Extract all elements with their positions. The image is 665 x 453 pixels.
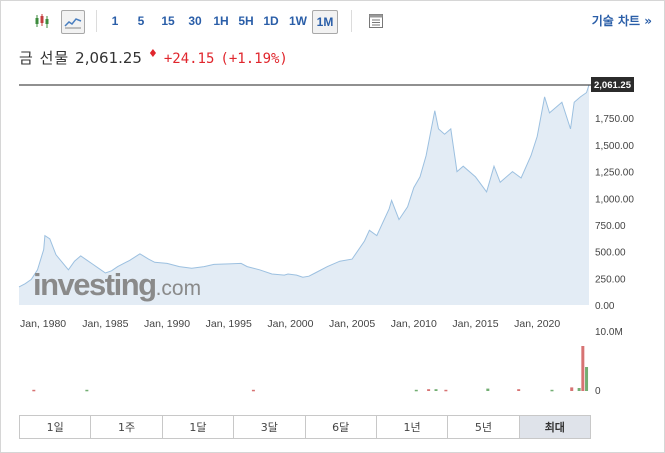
- volume-tick-label: 0: [595, 386, 601, 397]
- y-tick-label: 500.00: [595, 248, 626, 259]
- volume-bar: [434, 389, 438, 391]
- advanced-chart-link[interactable]: 기술 차트 »: [591, 14, 652, 28]
- price-area: [19, 85, 589, 305]
- y-tick-label: 250.00: [595, 274, 626, 285]
- x-tick-label: Jan, 2005: [329, 318, 375, 330]
- price-line: [18, 84, 590, 288]
- range-selector: 1일 1주 1달 3달 6달 1년 5년 최대: [19, 415, 591, 439]
- x-tick-label: Jan, 2010: [391, 318, 437, 330]
- interval-5h[interactable]: 5H: [238, 14, 254, 28]
- toolbar-divider: [96, 10, 97, 32]
- instrument-name: 금 선물: [19, 49, 70, 67]
- range-max[interactable]: 최대: [519, 416, 590, 438]
- price-change-percent: (+1.19%): [220, 51, 288, 67]
- range-1m[interactable]: 1달: [162, 416, 235, 438]
- price-change: +24.15: [163, 51, 215, 67]
- interval-30[interactable]: 30: [188, 14, 202, 28]
- volume-bar: [570, 387, 574, 391]
- y-tick-label: 750.00: [595, 221, 626, 232]
- range-6m[interactable]: 6달: [305, 416, 377, 438]
- quote-header: 금 선물 2,061.25 ♦ +24.15 (+1.19%): [19, 47, 288, 68]
- last-price-tag: [591, 77, 634, 92]
- price-chart: investing.com 2,061.25 1,750.00 1,500.00 1,…: [18, 77, 634, 397]
- area-chart-icon[interactable]: [61, 10, 85, 34]
- candlestick-icon[interactable]: [31, 10, 53, 32]
- y-tick-label: 1,750.00: [595, 114, 634, 125]
- range-3m[interactable]: 3달: [234, 416, 306, 438]
- x-tick-label: Jan, 1995: [206, 318, 252, 330]
- volume-bar: [85, 389, 89, 392]
- interval-1w[interactable]: 1W: [289, 14, 307, 28]
- volume-bar: [414, 389, 418, 392]
- last-price: 2,061.25: [75, 49, 142, 67]
- interval-1[interactable]: 1: [111, 14, 119, 28]
- x-tick-label: Jan, 2015: [452, 318, 498, 330]
- volume-bar: [577, 388, 581, 391]
- volume-bar: [251, 389, 255, 392]
- investing-logo: investing.com: [33, 267, 201, 302]
- y-tick-label: 0.00: [595, 301, 615, 312]
- volume-bar: [550, 389, 554, 392]
- range-1w[interactable]: 1주: [91, 416, 163, 438]
- volume-bar: [585, 367, 589, 391]
- volume-bar: [517, 389, 521, 391]
- volume-bar: [427, 389, 431, 391]
- interval-5[interactable]: 5: [137, 14, 145, 28]
- volume-bar: [444, 389, 448, 392]
- volume-bar: [581, 346, 585, 391]
- y-tick-label: 1,250.00: [595, 168, 634, 179]
- interval-1m[interactable]: 1M: [312, 10, 338, 34]
- y-tick-label: 1,000.00: [595, 194, 634, 205]
- toolbar-divider: [351, 10, 352, 32]
- x-tick-label: Jan, 1980: [20, 318, 66, 330]
- x-tick-label: Jan, 1990: [144, 318, 190, 330]
- x-tick-label: Jan, 2020: [514, 318, 560, 330]
- interval-1d[interactable]: 1D: [263, 14, 279, 28]
- range-5y[interactable]: 5년: [448, 416, 520, 438]
- table-view-icon[interactable]: [365, 10, 387, 32]
- interval-1h[interactable]: 1H: [213, 14, 229, 28]
- volume-bar: [486, 388, 490, 391]
- x-tick-label: Jan, 1985: [82, 318, 128, 330]
- up-arrow-icon: ♦: [147, 47, 158, 60]
- y-tick-label: 1,500.00: [595, 141, 634, 152]
- range-1d[interactable]: 1일: [20, 416, 92, 438]
- x-tick-label: Jan, 2000: [267, 318, 313, 330]
- y-tick-label: 2,061.25: [594, 80, 632, 91]
- volume-bar: [32, 389, 36, 392]
- chart-toolbar: 1 5 15 30 1H 5H 1D 1W 1M 기술 차트 »: [1, 1, 664, 41]
- volume-tick-label: 10.0M: [595, 327, 623, 338]
- interval-15[interactable]: 15: [161, 14, 175, 28]
- watermark-text: investing.com: [33, 267, 201, 302]
- range-1y[interactable]: 1년: [376, 416, 449, 438]
